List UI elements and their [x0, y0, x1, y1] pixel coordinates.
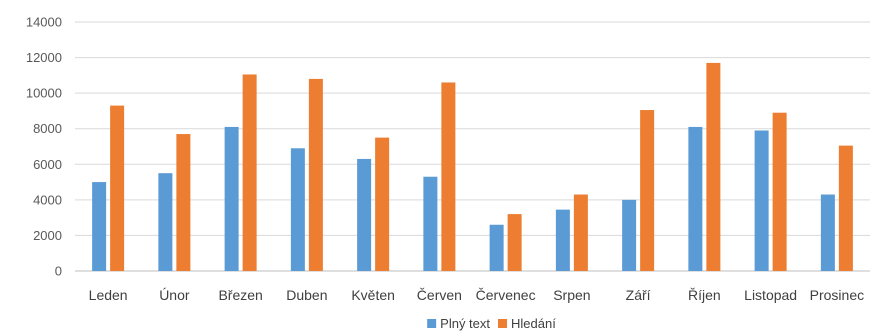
- x-tick-label: Listopad: [744, 287, 797, 303]
- x-tick-label: Duben: [286, 287, 327, 303]
- bar-plny-text: [688, 126, 703, 271]
- bar-plny-text: [158, 173, 173, 271]
- bar-hledani: [308, 78, 323, 272]
- bar-hledani: [242, 74, 257, 271]
- bar-plny-text: [290, 148, 305, 271]
- bar-hledani: [176, 134, 191, 271]
- y-tick-label: 0: [55, 264, 62, 279]
- bar-plny-text: [754, 130, 769, 271]
- bar-plny-text: [820, 194, 835, 271]
- y-tick-label: 2000: [33, 228, 62, 243]
- x-tick-label: Září: [626, 287, 651, 303]
- x-tick-label: Srpen: [553, 287, 590, 303]
- legend-swatch: [498, 319, 508, 328]
- bar-plny-text: [357, 158, 372, 271]
- y-tick-label: 12000: [26, 50, 62, 65]
- legend-label: Plný text: [440, 316, 490, 331]
- bar-plny-text: [555, 209, 570, 271]
- bar-plny-text: [489, 224, 504, 271]
- y-tick-label: 10000: [26, 86, 62, 101]
- y-tick-label: 6000: [33, 157, 62, 172]
- x-tick-label: Březen: [218, 287, 262, 303]
- bar-hledani: [838, 145, 853, 271]
- bar-hledani: [640, 110, 655, 272]
- bar-hledani: [772, 112, 787, 271]
- bar-hledani: [507, 214, 522, 271]
- bar-plny-text: [423, 176, 438, 271]
- bar-plny-text: [622, 199, 637, 271]
- y-tick-label: 8000: [33, 121, 62, 136]
- x-tick-label: Říjen: [688, 287, 721, 303]
- y-tick-label: 4000: [33, 192, 62, 207]
- bar-hledani: [706, 62, 721, 272]
- x-tick-label: Prosinec: [810, 287, 864, 303]
- bar-hledani: [375, 137, 390, 271]
- bar-hledani: [573, 194, 588, 271]
- bar-hledani: [110, 105, 125, 271]
- bar-plny-text: [92, 182, 107, 271]
- bar-plny-text: [224, 126, 239, 271]
- x-tick-label: Červenec: [476, 287, 536, 303]
- x-tick-label: Únor: [159, 287, 190, 303]
- x-tick-label: Květen: [351, 287, 395, 303]
- legend-swatch: [427, 319, 437, 328]
- y-tick-label: 14000: [26, 15, 62, 30]
- x-tick-label: Červen: [417, 287, 462, 303]
- legend-label: Hledání: [511, 316, 556, 331]
- bar-hledani: [441, 82, 456, 271]
- x-tick-label: Leden: [89, 287, 128, 303]
